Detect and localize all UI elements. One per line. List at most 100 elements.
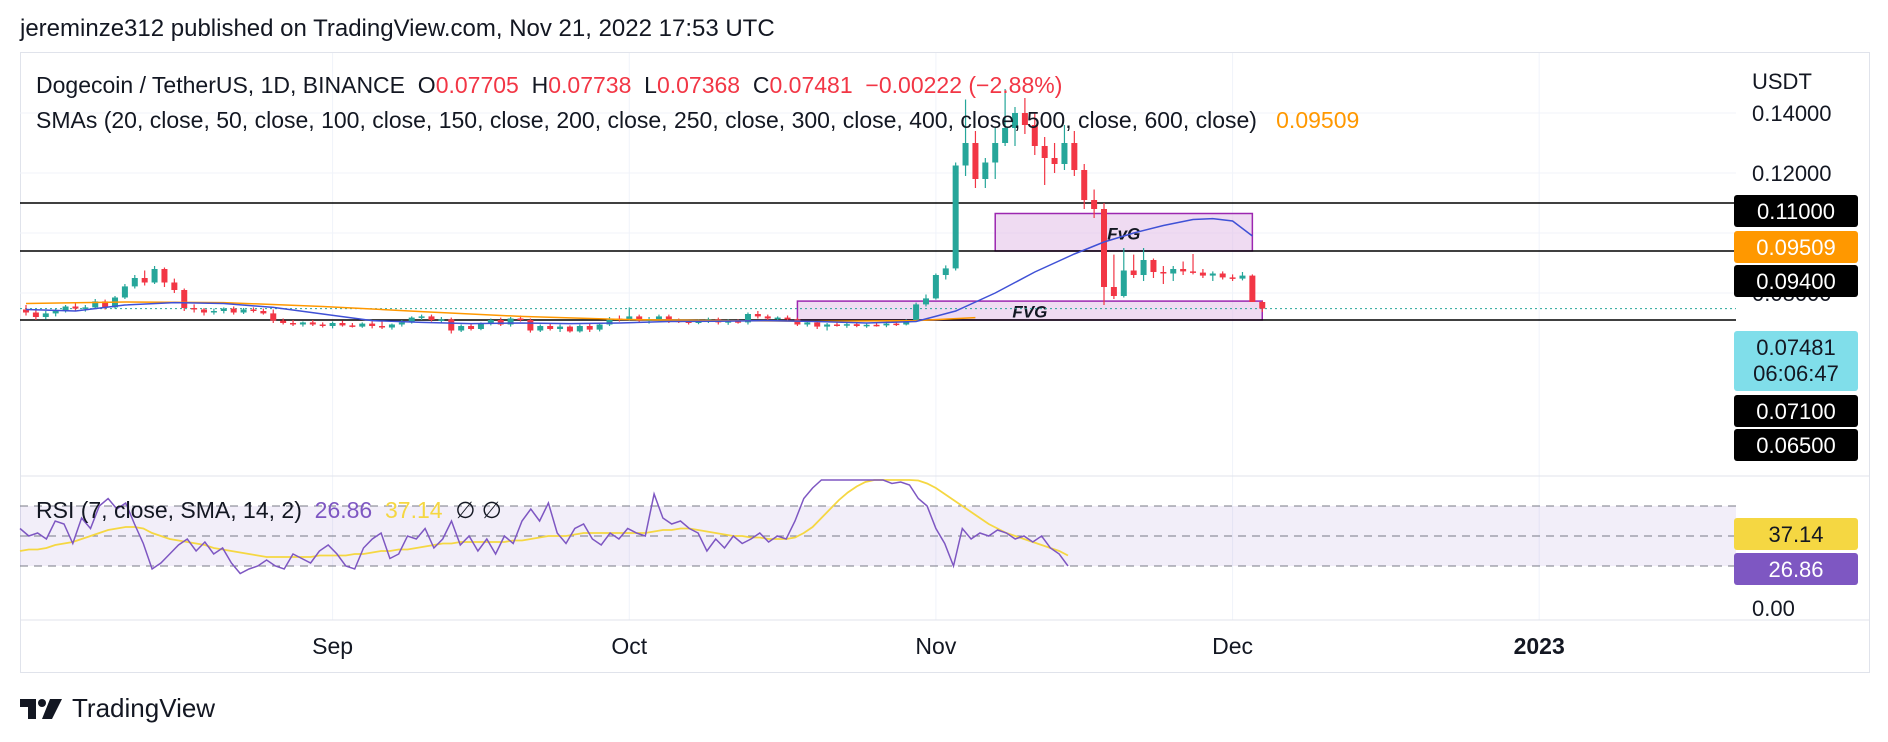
candle xyxy=(1081,164,1088,209)
rsi-legend[interactable]: RSI (7, close, SMA, 14, 2) 26.86 37.14 ∅… xyxy=(36,497,502,524)
candle xyxy=(962,99,969,176)
candle xyxy=(626,307,633,321)
candle xyxy=(1021,98,1028,134)
candle xyxy=(487,318,494,326)
candle-body xyxy=(1091,200,1098,209)
candle xyxy=(586,323,593,332)
candle-body xyxy=(458,326,465,331)
candle-body xyxy=(181,290,188,308)
candle xyxy=(1041,137,1048,185)
open-label: O xyxy=(417,72,436,98)
candle xyxy=(1209,271,1216,281)
candle-body xyxy=(547,326,554,329)
last-price-badge-text: 06:06:47 xyxy=(1753,361,1839,386)
footer-brand[interactable]: TradingView xyxy=(20,693,215,724)
candle xyxy=(1190,254,1197,275)
level-badge: 0.09400 xyxy=(1734,265,1858,297)
candle-body xyxy=(319,324,326,326)
candle xyxy=(1130,254,1137,278)
grid xyxy=(20,53,1870,621)
candle xyxy=(448,317,455,334)
rsi-badge: 26.86 xyxy=(1734,553,1858,585)
candle-body xyxy=(833,324,840,326)
candle xyxy=(784,315,791,321)
candle-body xyxy=(141,278,148,283)
candle-body xyxy=(1101,209,1108,287)
candle xyxy=(507,317,514,327)
candle xyxy=(636,314,643,323)
candle-body xyxy=(1150,260,1157,272)
level-badge-bg xyxy=(1734,429,1858,461)
candle xyxy=(913,302,920,322)
candle-body xyxy=(1031,125,1038,146)
candle xyxy=(972,131,979,188)
candle-body xyxy=(151,269,158,283)
candle xyxy=(1150,258,1157,278)
candle-body xyxy=(626,316,633,320)
x-tick-label: Sep xyxy=(312,633,353,659)
level-badge: 0.07100 xyxy=(1734,395,1858,427)
rsi-badge-text: 26.86 xyxy=(1768,557,1823,582)
rsi-label: RSI (7, close, SMA, 14, 2) xyxy=(36,497,302,523)
candle-body xyxy=(1190,271,1197,273)
last-price-badge-bg xyxy=(1734,331,1858,391)
candle-body xyxy=(566,326,573,332)
candle xyxy=(833,322,840,327)
candle-body xyxy=(161,269,168,283)
candle-body xyxy=(408,317,415,323)
level-badge-text: 0.11000 xyxy=(1757,199,1835,224)
candle xyxy=(349,323,356,328)
candle-body xyxy=(824,324,831,327)
candle xyxy=(1170,266,1177,281)
symbol-title[interactable]: Dogecoin / TetherUS, 1D, BINANCE xyxy=(36,72,406,98)
chart-panel[interactable] xyxy=(20,52,1870,673)
candle-body xyxy=(260,311,267,314)
candle-body xyxy=(942,268,949,275)
candle xyxy=(369,321,376,329)
candle xyxy=(260,308,267,315)
candle-body xyxy=(962,143,969,166)
low-label: L xyxy=(644,72,657,98)
candle-body xyxy=(92,301,99,308)
candle xyxy=(309,320,316,326)
candle-body xyxy=(270,313,277,321)
candle xyxy=(527,318,534,333)
candle xyxy=(1051,143,1058,173)
candle xyxy=(537,324,544,332)
candle-body xyxy=(1170,269,1177,274)
candle xyxy=(1031,113,1038,155)
sma-blue-line xyxy=(25,217,1253,325)
rsi-ma-badge: 37.14 xyxy=(1734,518,1858,550)
candle-body xyxy=(1120,270,1127,296)
candle xyxy=(191,304,198,313)
candle xyxy=(240,308,247,314)
candle-body xyxy=(576,326,583,332)
candle xyxy=(754,311,761,319)
candle-body xyxy=(537,326,544,331)
candle xyxy=(932,273,939,300)
candle-body xyxy=(735,321,742,323)
candle-body xyxy=(873,324,880,327)
candle-body xyxy=(230,308,237,313)
rsi-ma-line xyxy=(19,479,1069,558)
y-tick-label: 0.12000 xyxy=(1752,161,1832,186)
candle xyxy=(863,323,870,328)
candle-body xyxy=(1180,269,1187,272)
rsi-ma-badge-text: 37.14 xyxy=(1768,522,1823,547)
sma-legend[interactable]: SMAs (20, close, 50, close, 100, close, … xyxy=(36,107,1359,134)
candle-body xyxy=(309,322,316,325)
sma-value: 0.09509 xyxy=(1276,107,1360,133)
candle-body xyxy=(863,324,870,327)
candle-body xyxy=(517,318,524,320)
candle-body xyxy=(131,278,138,287)
x-tick-label: Dec xyxy=(1212,633,1253,659)
close-value: 0.07481 xyxy=(769,72,853,98)
candle-body xyxy=(1021,113,1028,125)
axes: SepOctNovDec2023USDT0.140000.120000.0800… xyxy=(312,69,1858,659)
candle-body xyxy=(1140,260,1147,275)
candle-body xyxy=(843,324,850,326)
candle-body xyxy=(121,286,128,298)
candle-body xyxy=(1259,302,1266,309)
candle-body xyxy=(191,308,198,310)
